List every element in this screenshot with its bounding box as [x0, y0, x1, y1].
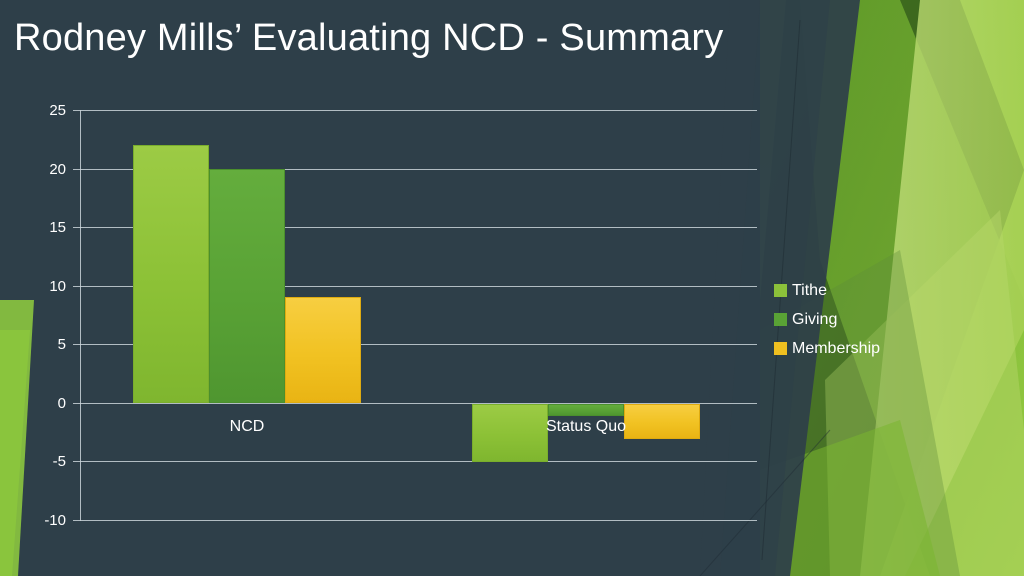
gridline-0: [80, 403, 757, 404]
y-tick-0: [73, 403, 80, 404]
legend-swatch-membership-icon: [774, 342, 787, 355]
gridline-minus10: [80, 520, 757, 521]
bar-statusquo-membership[interactable]: [624, 404, 700, 439]
y-tick-25: [73, 110, 80, 111]
y-axis-label-20: 20: [49, 161, 66, 178]
legend-label-giving: Giving: [792, 310, 838, 328]
y-axis-label-minus5: -5: [52, 453, 66, 470]
chart-legend: Tithe Giving Membership: [774, 276, 914, 363]
y-axis-line: [80, 110, 81, 521]
y-tick-minus5: [73, 461, 80, 462]
gridline-minus5: [80, 461, 757, 462]
legend-swatch-tithe-icon: [774, 284, 787, 297]
bar-ncd-giving[interactable]: [209, 169, 285, 403]
y-tick-15: [73, 227, 80, 228]
legend-label-membership: Membership: [792, 339, 881, 357]
legend-swatch-giving-icon: [774, 313, 787, 326]
gridline-5: [80, 344, 757, 345]
legend-label-tithe: Tithe: [792, 281, 827, 299]
category-label-status-quo: Status Quo: [545, 418, 627, 435]
page-title: Rodney Mills’ Evaluating NCD - Summary: [14, 17, 724, 59]
gridline-20: [80, 169, 757, 170]
legend-item-tithe[interactable]: Tithe: [774, 276, 914, 305]
bar-ncd-membership[interactable]: [285, 297, 361, 403]
gridline-15: [80, 227, 757, 228]
y-tick-5: [73, 344, 80, 345]
category-label-ncd: NCD: [229, 418, 265, 435]
y-axis-label-5: 5: [57, 336, 66, 353]
y-axis-label-0: 0: [57, 395, 66, 412]
y-tick-minus10: [73, 520, 80, 521]
bar-statusquo-giving[interactable]: [548, 404, 624, 416]
bar-statusquo-tithe[interactable]: [472, 404, 548, 462]
y-axis-label-minus10: -10: [44, 512, 66, 529]
y-axis-label-25: 25: [49, 102, 66, 119]
y-tick-20: [73, 169, 80, 170]
y-axis-label-15: 15: [49, 219, 66, 236]
bar-ncd-tithe[interactable]: [133, 145, 209, 403]
y-axis-label-10: 10: [49, 278, 66, 295]
legend-item-giving[interactable]: Giving: [774, 305, 914, 334]
gridline-10: [80, 286, 757, 287]
legend-item-membership[interactable]: Membership: [774, 334, 914, 363]
y-tick-10: [73, 286, 80, 287]
gridline-25: [80, 110, 757, 111]
